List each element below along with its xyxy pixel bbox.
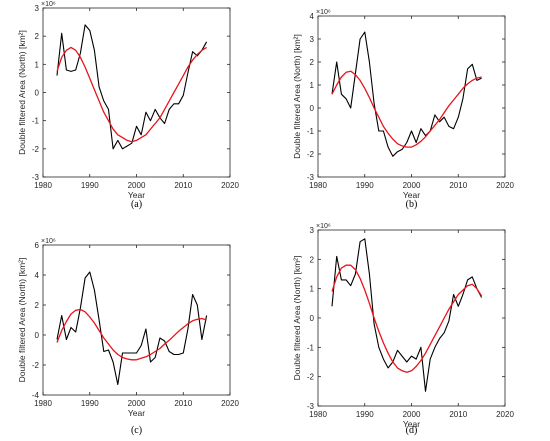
x-tick-label: 2000: [403, 410, 421, 419]
y-exponent: ×10⁶: [316, 9, 331, 16]
x-axis-label: Year: [128, 190, 145, 200]
y-tick-label: 4: [35, 271, 40, 280]
y-tick-label: 3: [310, 226, 315, 235]
y-axis-label: Double filtered Area (North) [km²]: [17, 258, 27, 383]
y-tick-label: -2: [307, 373, 315, 382]
x-tick-label: 2020: [496, 410, 514, 419]
y-tick-label: 2: [310, 255, 315, 264]
y-tick-label: 6: [35, 241, 40, 250]
x-tick-label: 2020: [496, 181, 514, 190]
y-tick-label: -3: [307, 173, 315, 182]
panel-caption: (a): [131, 199, 142, 210]
y-tick-label: 0: [310, 104, 315, 113]
y-axis-label: Double filtered Area (North) [km²]: [292, 34, 302, 159]
x-tick-label: 2010: [449, 410, 467, 419]
x-tick-label: 2010: [449, 181, 467, 190]
panel-caption: (d): [406, 425, 418, 436]
series-line-observed: [331, 238, 483, 392]
y-tick-label: -2: [32, 361, 40, 370]
panel-3: 1980 1990 2000 2010 2020 -3 -2 -1 0 1 2 3 ×10⁶ Year Do…: [292, 223, 514, 436]
panel-caption: (b): [406, 199, 418, 210]
y-tick-label: 3: [35, 4, 40, 13]
x-tick-label: 1990: [81, 399, 99, 408]
x-tick-label: 1990: [81, 181, 99, 190]
x-tick-label: 2010: [174, 181, 192, 190]
x-tick-label: 1980: [34, 181, 52, 190]
x-axis-label: Year: [128, 408, 145, 418]
series-line-observed: [56, 24, 208, 150]
y-tick-label: -2: [32, 145, 40, 154]
y-tick-label: -1: [32, 117, 40, 126]
x-tick-label: 2000: [128, 181, 146, 190]
y-tick-label: -2: [307, 150, 315, 159]
x-tick-label: 1980: [34, 399, 52, 408]
axes-box: [42, 244, 231, 396]
y-tick-label: 0: [310, 314, 315, 323]
x-tick-label: 1990: [356, 181, 374, 190]
y-tick-label: 2: [35, 32, 40, 41]
x-tick-label: 1980: [309, 181, 327, 190]
y-exponent: ×10⁶: [316, 223, 331, 230]
y-tick-label: -4: [32, 391, 40, 400]
y-tick-label: -1: [307, 343, 315, 352]
y-tick-label: 0: [35, 89, 40, 98]
y-tick-label: 2: [310, 58, 315, 67]
y-tick-label: 0: [35, 331, 40, 340]
y-tick-label: 1: [310, 81, 315, 90]
y-tick-label: 3: [310, 35, 315, 44]
panel-2: 1980 1990 2000 2010 2020 -4 -2 0 2 4 6 ×10⁶ Year Doub…: [17, 238, 239, 436]
panel-1: 1980 1990 2000 2010 2020 -3 -2 -1 0 1 2 3 4 ×10⁶ Year D…: [292, 9, 514, 210]
y-exponent: ×10⁶: [41, 238, 56, 245]
series-line-fit: [331, 264, 483, 373]
y-axis-label: Double filtered Area (North) [km²]: [292, 256, 302, 381]
axes-box: [317, 15, 506, 178]
y-exponent: ×10⁶: [41, 1, 56, 8]
y-tick-label: 2: [35, 301, 40, 310]
x-tick-label: 1980: [309, 410, 327, 419]
series-line-observed: [331, 31, 482, 157]
y-tick-label: 1: [310, 285, 315, 294]
x-axis-label: Year: [403, 190, 420, 200]
series-line-observed: [56, 271, 208, 386]
x-tick-label: 2020: [221, 181, 239, 190]
panel-caption: (c): [131, 425, 142, 436]
y-tick-label: -3: [32, 173, 40, 182]
axes-box: [42, 7, 231, 178]
x-tick-label: 2020: [221, 399, 239, 408]
x-tick-label: 2000: [403, 181, 421, 190]
y-tick-label: 4: [310, 12, 315, 21]
series-line-fit: [331, 70, 482, 148]
axes-box: [317, 229, 506, 407]
x-tick-label: 2000: [128, 399, 146, 408]
series-line-fit: [56, 308, 207, 361]
y-tick-label: -1: [307, 127, 315, 136]
series-line-fit: [56, 46, 207, 143]
y-axis-label: Double filtered Area (North) [km²]: [17, 30, 27, 155]
y-tick-label: -3: [307, 402, 315, 411]
y-tick-label: 1: [35, 60, 40, 69]
x-axis-label: Year: [403, 419, 420, 429]
x-tick-label: 2010: [174, 399, 192, 408]
panel-0: 1980 1990 2000 2010 2020 -3 -2 -1 0 1 2 3 ×10⁶ Year Do…: [17, 1, 239, 210]
x-tick-label: 1990: [356, 410, 374, 419]
